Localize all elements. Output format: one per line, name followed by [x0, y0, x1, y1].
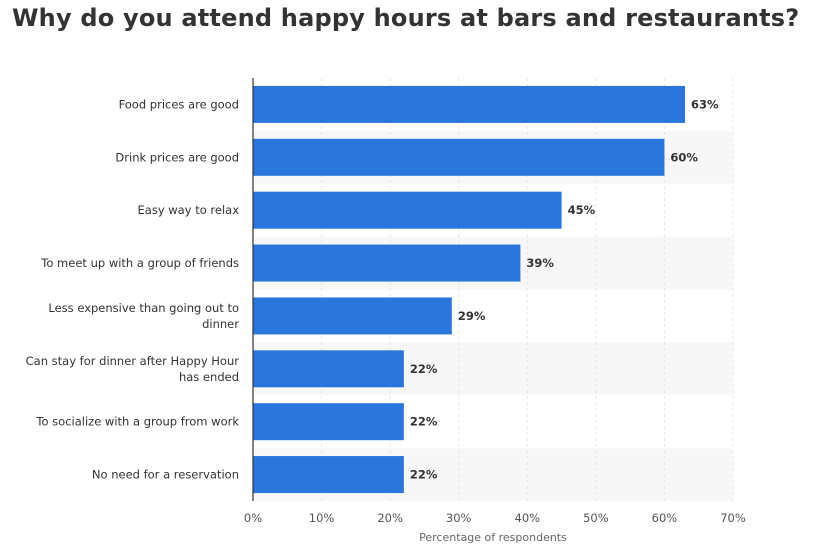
bar[interactable] [253, 403, 404, 441]
bar[interactable] [253, 138, 665, 176]
bar[interactable] [253, 297, 452, 335]
x-tick-labels: 0% 10% 20% 30% 40% 50% 60% 70% [244, 511, 746, 525]
value-label: 22% [410, 362, 438, 376]
value-labels: 63% 60% 45% 39% 29% 22% 22% 22% [410, 97, 719, 481]
value-label: 60% [670, 150, 698, 164]
category-label: Less expensive than going out to dinner [48, 301, 239, 331]
category-labels: Food prices are good Drink prices are goo… [26, 97, 240, 481]
category-label: Food prices are good [119, 97, 239, 111]
value-label: 39% [526, 256, 554, 270]
value-label: 22% [410, 415, 438, 429]
bar[interactable] [253, 191, 562, 229]
x-tick-label: 70% [720, 511, 746, 525]
x-tick-label: 20% [377, 511, 403, 525]
x-tick-label: 50% [583, 511, 609, 525]
x-tick-label: 0% [244, 511, 262, 525]
bars [253, 85, 685, 494]
value-label: 29% [458, 309, 486, 323]
value-label: 63% [691, 97, 719, 111]
chart-title: Why do you attend happy hours at bars an… [12, 4, 800, 32]
bar[interactable] [253, 350, 404, 388]
value-label: 22% [410, 468, 438, 482]
category-label: No need for a reservation [92, 468, 239, 482]
bar[interactable] [253, 456, 404, 494]
x-axis-label: Percentage of respondents [419, 531, 567, 544]
category-label: To socialize with a group from work [35, 415, 239, 429]
gridlines [321, 78, 734, 501]
x-tick-label: 10% [309, 511, 335, 525]
category-label: Easy way to relax [138, 203, 240, 217]
category-label: Can stay for dinner after Happy Hour has … [26, 354, 240, 384]
bar[interactable] [253, 85, 685, 123]
bar[interactable] [253, 244, 521, 282]
x-tick-label: 30% [446, 511, 472, 525]
category-label: To meet up with a group of friends [40, 256, 239, 270]
category-label: Drink prices are good [115, 150, 239, 164]
x-tick-label: 60% [652, 511, 678, 525]
x-tick-label: 40% [515, 511, 541, 525]
value-label: 45% [568, 203, 596, 217]
